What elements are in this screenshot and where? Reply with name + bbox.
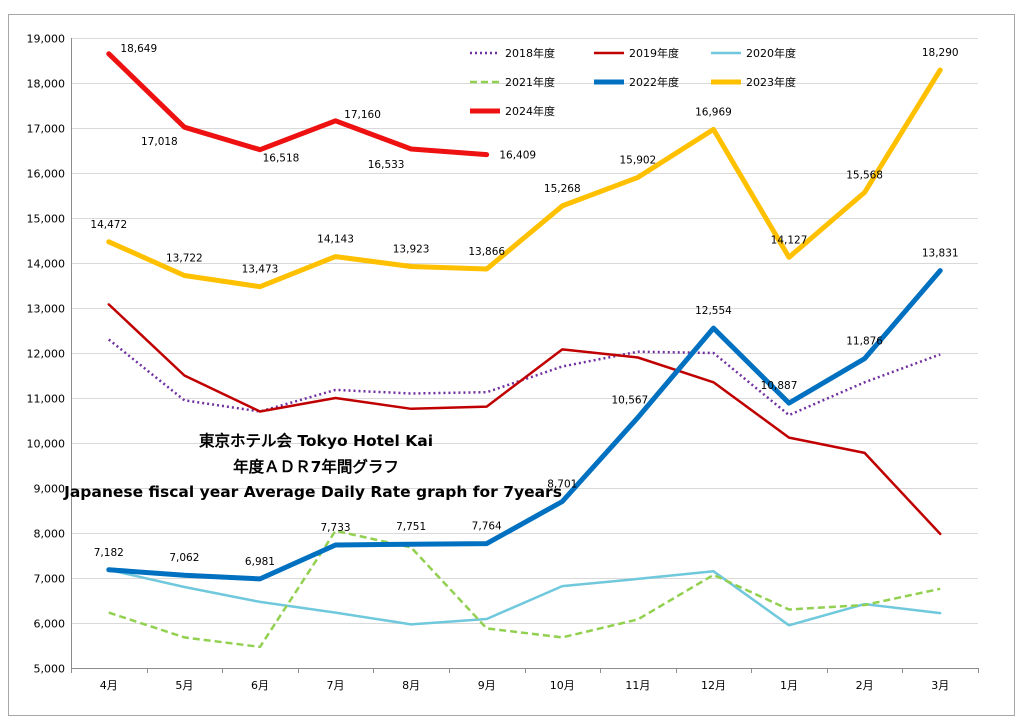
data-label: 7,751: [396, 521, 426, 533]
data-label: 14,127: [771, 234, 808, 246]
x-tick-label: 1月: [780, 679, 798, 692]
legend-label-2019年度: 2019年度: [629, 46, 679, 60]
x-tick-label: 5月: [175, 679, 193, 692]
data-label: 6,981: [245, 556, 275, 568]
x-tick-label: 3月: [931, 679, 949, 692]
legend: 2018年度 2019年度 2020年度 2021年度 2022年度 2023年度 2024…: [470, 46, 796, 118]
series-line-2020年度: [107, 568, 942, 627]
data-label: 7,062: [169, 552, 199, 564]
y-tick-label: 11,000: [27, 393, 66, 406]
data-label: 7,733: [321, 522, 351, 534]
data-label: 7,182: [94, 547, 124, 559]
x-tick-label: 10月: [550, 679, 575, 692]
annotation-line-2: 年度ＡＤＲ7年間グラフ: [233, 457, 399, 476]
data-label-layer: 7,182 7,062 6,981 7,733 7,751 7,764 8,701 10,56…: [90, 43, 958, 568]
chart-outer-border: [8, 14, 1015, 716]
data-label: 13,473: [242, 264, 279, 276]
y-tick-label: 16,000: [27, 168, 66, 181]
y-tick-label: 9,000: [34, 483, 66, 496]
chart-annotation: 東京ホテル会 Tokyo Hotel Kai 年度ＡＤＲ7年間グラフ Japan…: [63, 431, 562, 501]
annotation-line-3: Japanese fiscal year Average Daily Rate …: [63, 483, 562, 501]
data-label: 14,143: [317, 234, 354, 246]
data-label: 11,876: [846, 336, 883, 348]
data-label: 14,472: [90, 219, 127, 231]
data-label: 10,567: [612, 394, 649, 406]
x-tick-label: 2月: [856, 679, 874, 692]
series-layer: [106, 51, 943, 649]
y-tick-label: 5,000: [34, 663, 66, 676]
series-line-2023年度: [106, 67, 943, 290]
y-tick-label: 10,000: [27, 438, 66, 451]
legend-label-2020年度: 2020年度: [746, 46, 796, 60]
y-tick-label: 15,000: [27, 213, 66, 226]
y-tick-label: 7,000: [34, 573, 66, 586]
series-line-2024年度: [106, 51, 490, 158]
y-tick-label: 12,000: [27, 348, 66, 361]
y-tick-label: 18,000: [27, 78, 66, 91]
series-line-2021年度: [108, 529, 941, 649]
data-label: 16,969: [695, 106, 732, 118]
x-tick-label: 9月: [478, 679, 496, 692]
axis-layer: 5,000 6,000 7,000 8,000 9,000 10,000 11,000 12,…: [27, 33, 979, 692]
series-line-2019年度: [107, 303, 942, 536]
series-line-2022年度: [106, 268, 943, 582]
x-tick-label: 8月: [402, 679, 420, 692]
y-tick-label: 19,000: [27, 33, 66, 46]
data-label: 16,518: [263, 153, 300, 165]
data-label: 13,831: [922, 248, 959, 260]
data-label: 12,554: [695, 305, 732, 317]
x-tick-label: 7月: [327, 679, 345, 692]
y-tick-label: 17,000: [27, 123, 66, 136]
data-label: 15,268: [544, 183, 581, 195]
legend-label-2023年度: 2023年度: [746, 75, 796, 89]
data-label: 18,290: [922, 47, 959, 59]
y-tick-label: 8,000: [34, 528, 66, 541]
data-label: 16,533: [368, 159, 405, 171]
data-label: 18,649: [120, 43, 157, 55]
data-label: 13,866: [468, 246, 505, 258]
legend-label-2021年度: 2021年度: [505, 75, 555, 89]
y-tick-label: 6,000: [34, 618, 66, 631]
x-tick-label: 4月: [100, 679, 118, 692]
data-label: 13,722: [166, 253, 203, 265]
data-label: 8,701: [547, 478, 577, 490]
data-label: 10,887: [761, 380, 798, 392]
series-line-2018年度: [108, 338, 941, 417]
annotation-line-1: 東京ホテル会 Tokyo Hotel Kai: [199, 431, 433, 450]
data-label: 7,764: [472, 521, 502, 533]
data-label: 17,018: [141, 136, 178, 148]
y-tick-label: 14,000: [27, 258, 66, 271]
data-label: 13,923: [393, 243, 430, 255]
legend-label-2022年度: 2022年度: [629, 75, 679, 89]
data-label: 16,409: [499, 150, 536, 162]
data-label: 15,902: [620, 154, 657, 166]
legend-label-2018年度: 2018年度: [505, 46, 555, 60]
data-label: 15,568: [846, 169, 883, 181]
data-label: 17,160: [344, 109, 381, 121]
x-tick-label: 11月: [625, 679, 650, 692]
y-tick-label: 13,000: [27, 303, 66, 316]
x-tick-label: 12月: [701, 679, 726, 692]
legend-label-2024年度: 2024年度: [505, 104, 555, 118]
x-tick-label: 6月: [251, 679, 269, 692]
